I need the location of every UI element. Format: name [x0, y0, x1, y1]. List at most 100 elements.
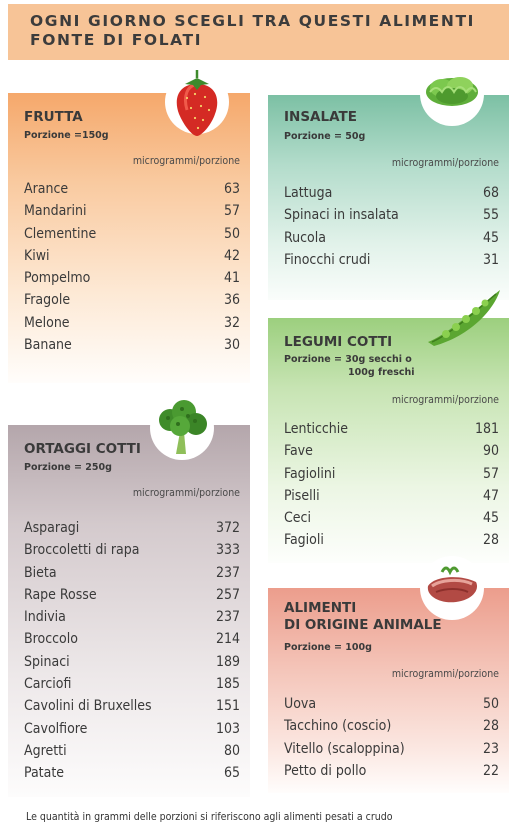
- item-value: 57: [223, 203, 240, 220]
- list-item: Bieta 237: [24, 563, 240, 585]
- item-value: 22: [482, 762, 499, 779]
- item-value: 23: [482, 740, 499, 757]
- lettuce-icon: [420, 62, 484, 126]
- item-name: Broccoletti di rapa: [24, 542, 140, 559]
- item-value: 57: [482, 465, 499, 482]
- item-value: 42: [223, 247, 240, 264]
- item-value: 68: [482, 185, 499, 201]
- item-value: 30: [223, 337, 240, 354]
- item-value: 80: [223, 742, 240, 759]
- list-item: Rucola 45: [284, 228, 499, 250]
- item-name: Mandarini: [24, 203, 87, 220]
- item-value: 28: [482, 532, 499, 549]
- list-item: Tacchino (coscio) 28: [284, 716, 499, 738]
- item-name: Petto di pollo: [284, 762, 367, 779]
- item-value: 63: [223, 181, 240, 197]
- item-name: Spinaci in insalata: [284, 207, 399, 224]
- item-name: Piselli: [284, 487, 320, 504]
- item-name: Uova: [284, 696, 317, 712]
- item-name: Rucola: [284, 229, 326, 246]
- animale-card: ALIMENTI DI ORIGINE ANIMALE Porzione = 1…: [268, 588, 509, 793]
- legumi-portion-line-1: Porzione = 30g secchi o: [284, 354, 412, 365]
- header-title-line-1: OGNI GIORNO SCEGLI TRA QUESTI ALIMENTI: [30, 12, 475, 30]
- item-value: 41: [223, 270, 240, 287]
- item-value: 28: [482, 718, 499, 735]
- item-value: 214: [215, 631, 240, 648]
- frutta-portion: Porzione =150g: [24, 130, 109, 141]
- pea-pod-icon: [424, 286, 500, 350]
- list-item: Spinaci in insalata 55: [284, 205, 499, 227]
- item-value: 50: [223, 225, 240, 242]
- item-name: Tacchino (coscio): [284, 718, 392, 735]
- frutta-list: Arance 63 Mandarini 57 Clementine 50 Kiwi 42…: [24, 179, 240, 357]
- list-item: Clementine 50: [24, 224, 240, 246]
- list-item: Ceci 45: [284, 508, 499, 530]
- item-name: Banane: [24, 337, 72, 354]
- list-item: Carciofi 185: [24, 674, 240, 696]
- list-item: Cavolini di Bruxelles 151: [24, 696, 240, 718]
- list-item: Fave 90: [284, 441, 499, 463]
- item-name: Asparagi: [24, 520, 80, 536]
- ortaggi-card: ORTAGGI COTTI Porzione = 250g microgramm…: [8, 425, 250, 797]
- legumi-list: Lenticchie 181 Fave 90 Fagiolini 57 Piselli…: [284, 419, 499, 553]
- list-item: Spinaci 189: [24, 652, 240, 674]
- item-value: 47: [482, 487, 499, 504]
- list-item: Fagioli 28: [284, 530, 499, 552]
- item-name: Fave: [284, 443, 313, 460]
- item-name: Vitello (scaloppina): [284, 740, 405, 757]
- ortaggi-unit: microgrammi/porzione: [132, 487, 240, 499]
- legumi-portion-line-2: 100g freschi: [348, 367, 415, 378]
- animale-title-line-1: ALIMENTI: [284, 600, 357, 616]
- item-value: 103: [215, 720, 240, 737]
- list-item: Lenticchie 181: [284, 419, 499, 441]
- list-item: Uova 50: [284, 694, 499, 716]
- item-value: 237: [215, 609, 240, 626]
- frutta-unit: microgrammi/porzione: [132, 155, 240, 167]
- item-name: Ceci: [284, 510, 311, 527]
- item-value: 32: [223, 314, 240, 331]
- item-value: 45: [482, 229, 499, 246]
- item-value: 31: [482, 251, 499, 268]
- item-value: 55: [482, 207, 499, 224]
- item-name: Lattuga: [284, 185, 333, 201]
- item-name: Carciofi: [24, 676, 72, 693]
- item-value: 372: [215, 520, 240, 536]
- meat-icon: [420, 556, 484, 620]
- list-item: Indivia 237: [24, 607, 240, 629]
- page-header: OGNI GIORNO SCEGLI TRA QUESTI ALIMENTI F…: [8, 4, 509, 60]
- footnote: Le quantità in grammi delle porzioni si …: [26, 811, 393, 823]
- list-item: Fragole 36: [24, 290, 240, 312]
- legumi-unit: microgrammi/porzione: [391, 394, 499, 406]
- insalate-card: INSALATE Porzione = 50g microgrammi/porz…: [268, 95, 509, 300]
- item-name: Fragole: [24, 292, 71, 309]
- list-item: Melone 32: [24, 313, 240, 335]
- animale-unit: microgrammi/porzione: [391, 668, 499, 680]
- frutta-title: FRUTTA: [24, 109, 83, 125]
- list-item: Banane 30: [24, 335, 240, 357]
- item-name: Pompelmo: [24, 270, 91, 287]
- insalate-unit: microgrammi/porzione: [391, 157, 499, 169]
- item-name: Finocchi crudi: [284, 251, 371, 268]
- legumi-title: LEGUMI COTTI: [284, 334, 393, 350]
- list-item: Rape Rosse 257: [24, 585, 240, 607]
- list-item: Mandarini 57: [24, 201, 240, 223]
- insalate-portion: Porzione = 50g: [284, 131, 366, 142]
- strawberry-icon: [165, 70, 229, 136]
- list-item: Vitello (scaloppina) 23: [284, 739, 499, 761]
- item-name: Fagioli: [284, 532, 324, 549]
- item-value: 189: [215, 653, 240, 670]
- item-value: 237: [215, 564, 240, 581]
- item-value: 90: [482, 443, 499, 460]
- item-name: Lenticchie: [284, 421, 349, 437]
- list-item: Lattuga 68: [284, 183, 499, 205]
- item-name: Bieta: [24, 564, 57, 581]
- animale-list: Uova 50 Tacchino (coscio) 28 Vitello (scal…: [284, 694, 499, 783]
- item-value: 185: [215, 676, 240, 693]
- item-name: Clementine: [24, 225, 97, 242]
- ortaggi-title: ORTAGGI COTTI: [24, 441, 141, 457]
- item-name: Patate: [24, 765, 65, 782]
- item-name: Spinaci: [24, 653, 70, 670]
- item-name: Rape Rosse: [24, 586, 97, 603]
- frutta-card: FRUTTA Porzione =150g microgrammi/porzio…: [8, 93, 250, 383]
- list-item: Arance 63: [24, 179, 240, 201]
